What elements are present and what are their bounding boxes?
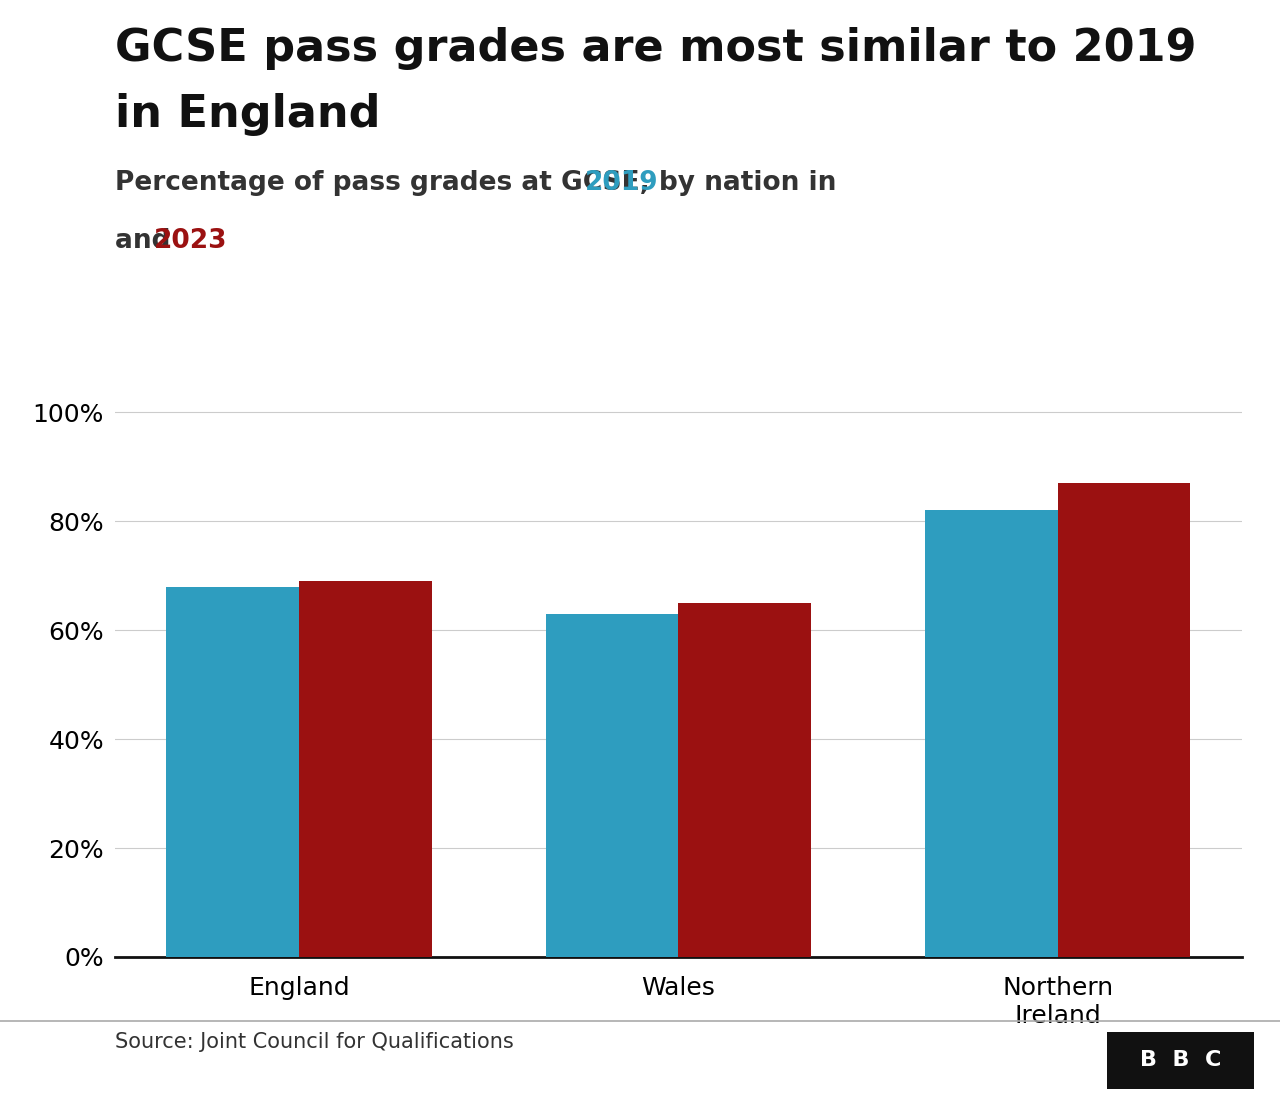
- Bar: [925, 510, 1057, 957]
- Text: in England: in England: [115, 94, 380, 136]
- Text: Percentage of pass grades at GCSE, by nation in: Percentage of pass grades at GCSE, by na…: [115, 170, 846, 197]
- Text: GCSE pass grades are most similar to 2019: GCSE pass grades are most similar to 201…: [115, 28, 1197, 70]
- Text: 2023: 2023: [155, 228, 228, 254]
- Text: and: and: [115, 228, 179, 254]
- Text: B  B  C: B B C: [1140, 1050, 1221, 1070]
- Bar: [166, 586, 300, 957]
- Text: 2019: 2019: [585, 170, 659, 197]
- Bar: [678, 603, 812, 957]
- Bar: [300, 581, 431, 957]
- Bar: [1057, 483, 1190, 957]
- Text: Source: Joint Council for Qualifications: Source: Joint Council for Qualifications: [115, 1032, 515, 1052]
- Bar: [545, 614, 678, 957]
